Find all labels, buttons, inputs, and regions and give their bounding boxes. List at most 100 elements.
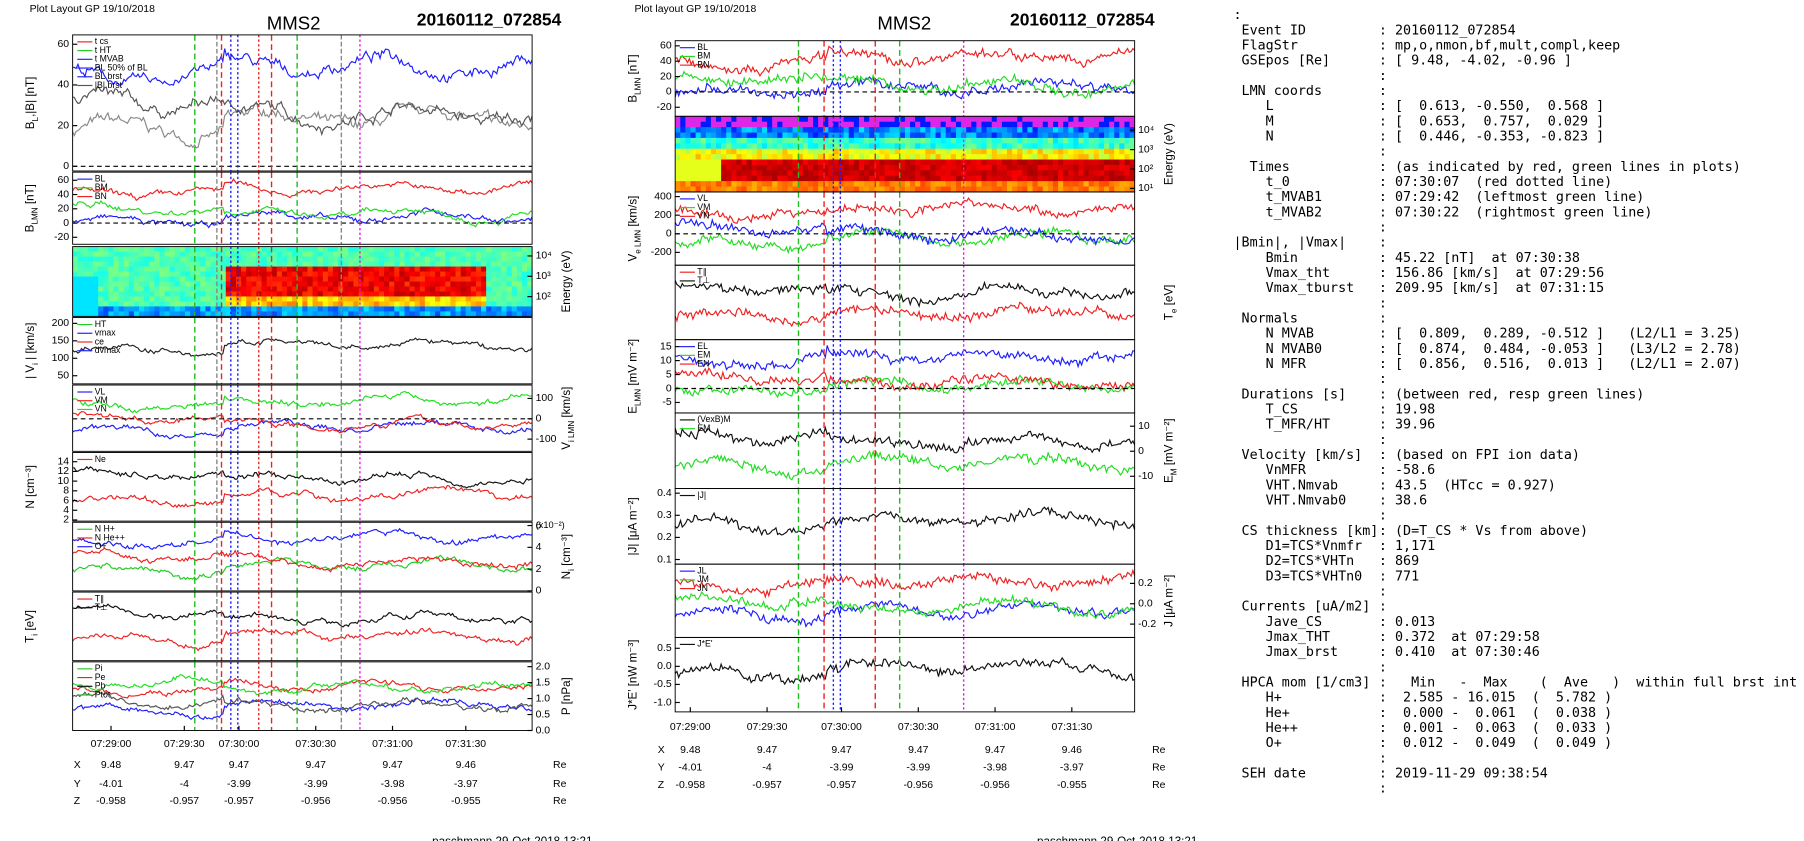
spectrogram-cell <box>470 296 477 302</box>
spectrogram-cell <box>215 271 222 277</box>
spectrogram-cell <box>205 251 211 258</box>
spectrogram-cell <box>1078 148 1085 155</box>
x-tick-label: 07:29:30 <box>747 722 788 733</box>
spectrogram-cell <box>955 154 962 160</box>
spectrogram-cell <box>879 148 885 155</box>
spectrogram-cell <box>1007 127 1013 133</box>
spectrogram-cell <box>414 246 421 253</box>
spectrogram-cell <box>358 261 365 268</box>
spectrogram-cell <box>1088 175 1095 182</box>
orbit-value: 9.47 <box>757 745 778 756</box>
spectrogram-cell <box>317 271 324 277</box>
spectrogram-cell <box>751 148 758 155</box>
spectrogram-cell <box>292 266 298 272</box>
spectrogram-cell <box>731 121 737 128</box>
spectrogram-cell <box>103 246 109 253</box>
spectrogram-cell <box>251 251 257 258</box>
spectrogram-cell <box>149 266 155 272</box>
spectrogram-cell <box>276 256 283 263</box>
spectrogram-cell <box>491 311 497 317</box>
info-label: VnMFR <box>1234 463 1307 478</box>
spectrogram-cell <box>874 170 880 177</box>
legend-label: VN <box>697 211 709 221</box>
spectrogram-cell <box>460 251 467 258</box>
spectrogram-cell <box>1109 132 1115 139</box>
spectrogram-cell <box>1124 181 1131 187</box>
spectrogram-cell <box>261 246 268 253</box>
spectrogram-cell <box>874 186 880 193</box>
spectrogram-cell <box>955 143 962 150</box>
spectrogram-cell <box>332 301 339 307</box>
spectrogram-cell <box>113 296 120 302</box>
spectrogram-cell <box>1068 121 1074 128</box>
spectrogram-cell <box>343 291 349 297</box>
spectrogram-cell <box>940 132 947 139</box>
spectrogram-cell <box>297 281 303 287</box>
legend-label: JL <box>697 565 706 575</box>
spectrogram-cell <box>373 281 380 287</box>
y-tick-label: 0 <box>63 218 69 229</box>
spectrogram-cell <box>945 164 952 171</box>
legend-label: Ptot <box>95 689 111 699</box>
spectrogram-cell <box>680 181 686 187</box>
spectrogram-cell <box>440 301 446 307</box>
spectrogram-cell <box>404 281 411 287</box>
spectrogram-cell <box>1114 116 1120 123</box>
spectrogram-cell <box>920 170 926 177</box>
spectrogram-cell <box>332 256 339 263</box>
spectrogram-cell <box>710 175 717 182</box>
spectrogram-cell <box>1012 143 1018 150</box>
spectrogram-cell <box>353 271 359 277</box>
spectrogram-cell <box>777 121 783 128</box>
spectrogram-cell <box>235 266 242 272</box>
spectrogram-cell <box>1042 186 1049 193</box>
spectrogram-cell <box>215 286 222 292</box>
spectrogram-cell <box>435 271 441 277</box>
trace <box>675 656 1135 686</box>
spectrogram-cell <box>1068 175 1074 182</box>
spectrogram-cell <box>1037 170 1044 177</box>
spectrogram-cell <box>955 137 962 144</box>
spectrogram-cell <box>358 311 365 317</box>
spectrogram-cell <box>869 170 875 177</box>
spectrogram-cell <box>731 181 737 187</box>
spectrogram-cell <box>435 286 441 292</box>
spectrogram-cell <box>848 170 855 177</box>
spectrogram-cell <box>251 276 257 282</box>
spectrogram-cell <box>971 137 977 144</box>
spectrogram-cell <box>332 276 339 282</box>
spectrogram-cell <box>971 159 977 166</box>
spectrogram-cell <box>103 286 109 292</box>
spectrogram-cell <box>470 256 477 263</box>
spectrogram-cell <box>118 251 125 258</box>
spectrogram-cell <box>506 246 513 253</box>
spectrogram-cell <box>154 291 160 297</box>
spectrogram-cell <box>1083 121 1090 128</box>
info-value: : 0.013 <box>1379 615 1435 630</box>
y-tick-label: 10¹ <box>1138 183 1154 194</box>
spectrogram-cell <box>235 306 242 312</box>
spectrogram-cell <box>205 271 211 277</box>
spectrogram-cell <box>317 301 324 307</box>
info-label: T_MFR/HT <box>1234 418 1331 433</box>
spectrogram-cell <box>404 261 411 268</box>
spectrogram-cell <box>920 175 926 182</box>
y-tick-label: -0.2 <box>1138 619 1156 630</box>
info-label: CS thickness [km] <box>1234 524 1379 539</box>
spectrogram-cell <box>761 127 768 133</box>
spectrogram-cell <box>133 306 140 312</box>
spectrogram-cell <box>440 296 446 302</box>
spectrogram-cell <box>787 127 794 133</box>
spectrogram-cell <box>200 301 206 307</box>
spectrogram-cell <box>486 256 492 263</box>
spectrogram-cell <box>256 251 262 258</box>
spectrogram-cell <box>154 256 160 263</box>
spectrogram-cell <box>526 281 533 287</box>
spectrogram-cell <box>1052 127 1059 133</box>
spectrogram-cell <box>961 127 967 133</box>
label-part: P [nPa] <box>560 677 573 715</box>
spectrogram-cell <box>899 127 906 133</box>
spectrogram-cell <box>389 281 395 287</box>
spectrogram-cell <box>792 154 799 160</box>
spectrogram-cell <box>1063 132 1069 139</box>
